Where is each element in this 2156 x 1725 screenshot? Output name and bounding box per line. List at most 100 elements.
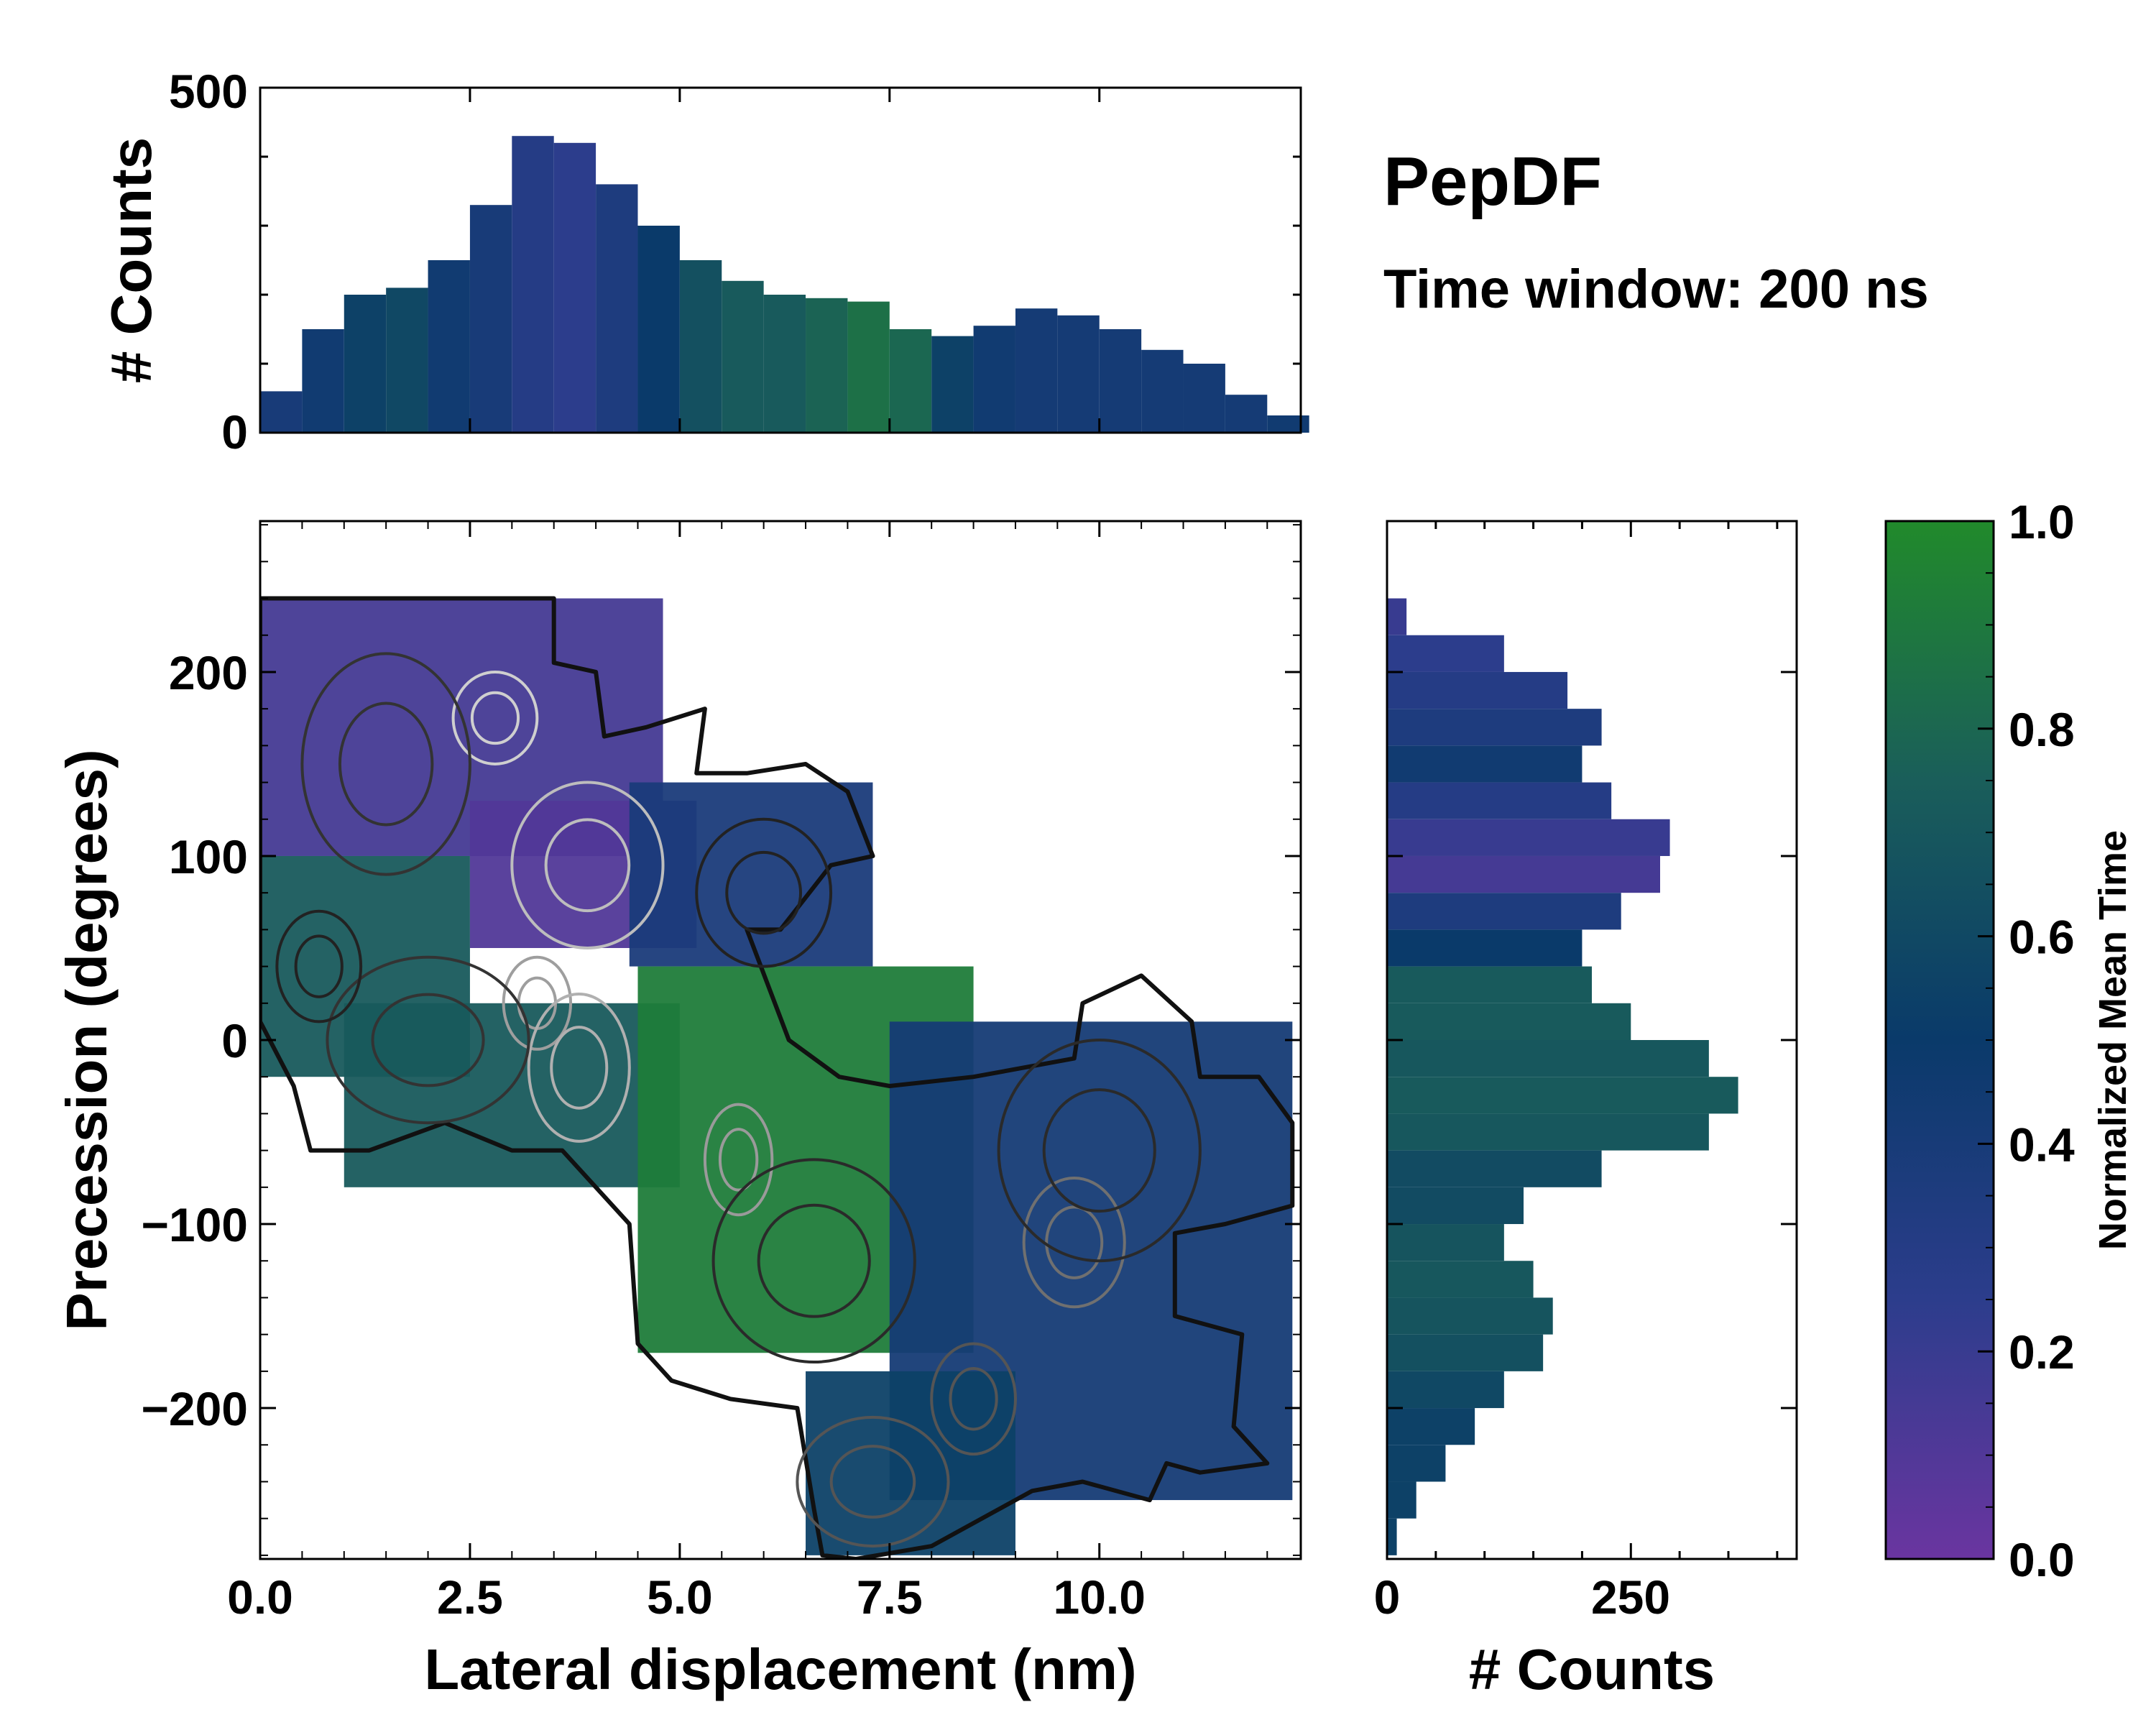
right-bar (1387, 1003, 1631, 1040)
colorbar-tick-label: 0.4 (2009, 1118, 2075, 1171)
density-contour (451, 670, 539, 765)
outer-contour (260, 596, 1295, 1559)
top-bar (260, 391, 303, 433)
right-bar (1387, 1445, 1446, 1482)
top-bar (386, 288, 428, 433)
right-bar (1387, 1518, 1397, 1555)
colorbar-ticks (1978, 520, 1994, 1560)
right-bar (1387, 635, 1504, 672)
y-tick-label: 0 (221, 1014, 248, 1067)
density-contour (1022, 1177, 1126, 1309)
top-bar (596, 184, 638, 433)
right-xtick-250: 250 (1591, 1570, 1670, 1624)
x-tick-label: 10.0 (1054, 1570, 1146, 1624)
top-bar (763, 295, 806, 433)
density-contour (527, 992, 631, 1143)
top-histogram-bars (260, 136, 1309, 433)
colorbar-tick-label: 1.0 (2009, 495, 2075, 548)
right-bar (1387, 966, 1592, 1003)
top-bar (847, 301, 890, 433)
right-bar (1387, 1187, 1524, 1225)
y-tick-label: 100 (169, 830, 248, 883)
density-contour (796, 1415, 950, 1548)
density-contour (275, 909, 363, 1024)
density-contour (1042, 1088, 1156, 1213)
right-bar (1387, 671, 1568, 709)
density-contours (260, 596, 1295, 1559)
density-contour (371, 993, 485, 1087)
right-bar (1387, 1040, 1709, 1077)
density-contour (338, 702, 434, 827)
density-contour (718, 1128, 759, 1192)
right-bar (1387, 819, 1670, 856)
top-bar (889, 329, 932, 433)
heatmap-cells (260, 598, 1293, 1555)
x-tick-label: 7.5 (857, 1570, 923, 1624)
density-contour (703, 1103, 774, 1217)
right-bar (1387, 1113, 1709, 1151)
colorbar-gradient (1884, 520, 1995, 1560)
top-ylabel: # Counts (99, 137, 163, 383)
density-contour (550, 1026, 609, 1110)
right-histogram-bars (1387, 598, 1738, 1555)
y-tick-label: −100 (141, 1198, 248, 1251)
main-xlabel: Lateral displacement (nm) (424, 1637, 1136, 1701)
density-contour (695, 817, 833, 968)
main-heatmap-panel: 0.0 2.5 5.0 7.5 10.0 200 100 0 −100 −200 Lateral… (55, 520, 1302, 1701)
right-bar (1387, 598, 1407, 635)
top-bar (1099, 329, 1142, 433)
top-bar (428, 260, 470, 433)
x-tick-label: 2.5 (437, 1570, 503, 1624)
top-histogram-panel: 500 0 # Counts (99, 65, 1309, 459)
top-ytick-500: 500 (169, 65, 248, 118)
density-contour (294, 934, 344, 998)
right-xtick-0: 0 (1374, 1570, 1401, 1624)
colorbar-tick-label: 0.0 (2009, 1533, 2075, 1586)
top-bar (1015, 308, 1058, 433)
density-contour (997, 1039, 1202, 1263)
right-bar (1387, 1371, 1504, 1409)
top-histogram-frame (259, 86, 1302, 434)
top-bar (806, 298, 848, 433)
right-bar (1387, 1261, 1534, 1298)
chart-subtitle: Time window: 200 ns (1383, 259, 1929, 320)
y-tick-label: 200 (169, 646, 248, 699)
right-bar (1387, 1150, 1602, 1187)
colorbar: 0.0 0.2 0.4 0.6 0.8 1.0 Normalized Mean Time (1884, 495, 2134, 1586)
top-histogram-ticks (259, 86, 1301, 434)
right-bar (1387, 745, 1583, 783)
top-bar (722, 280, 764, 433)
density-contour (829, 1445, 916, 1519)
top-bar (512, 136, 554, 433)
main-ylabel: Precession (degrees) (55, 749, 119, 1330)
right-bar (1387, 1481, 1416, 1519)
main-xtick-labels: 0.0 2.5 5.0 7.5 10.0 (227, 1570, 1146, 1624)
colorbar-tick-label: 0.8 (2009, 703, 2075, 756)
right-bar (1387, 1077, 1738, 1114)
top-bar (1057, 315, 1100, 433)
top-bar (553, 142, 596, 433)
density-contour (326, 955, 530, 1125)
colorbar-tick-labels: 0.0 0.2 0.4 0.6 0.8 1.0 (2009, 495, 2075, 1586)
density-contour (725, 850, 803, 935)
right-bar (1387, 709, 1602, 746)
right-bar (1387, 855, 1660, 893)
right-xlabel: # Counts (1469, 1637, 1715, 1701)
top-bar (931, 336, 974, 433)
density-contour (757, 1203, 871, 1318)
colorbar-tick-label: 0.2 (2009, 1325, 2075, 1379)
right-bar (1387, 1297, 1553, 1335)
density-contour (711, 1158, 916, 1364)
chart-title: PepDF (1383, 143, 1602, 220)
density-contour (300, 652, 471, 876)
right-bar (1387, 1334, 1544, 1371)
top-bar (637, 226, 680, 433)
density-contour (470, 691, 520, 745)
right-bar (1387, 1408, 1475, 1445)
x-tick-label: 5.0 (647, 1570, 713, 1624)
right-bar (1387, 1224, 1504, 1261)
top-bar (1225, 395, 1268, 433)
density-contour (930, 1342, 1017, 1456)
top-bar (973, 326, 1015, 433)
